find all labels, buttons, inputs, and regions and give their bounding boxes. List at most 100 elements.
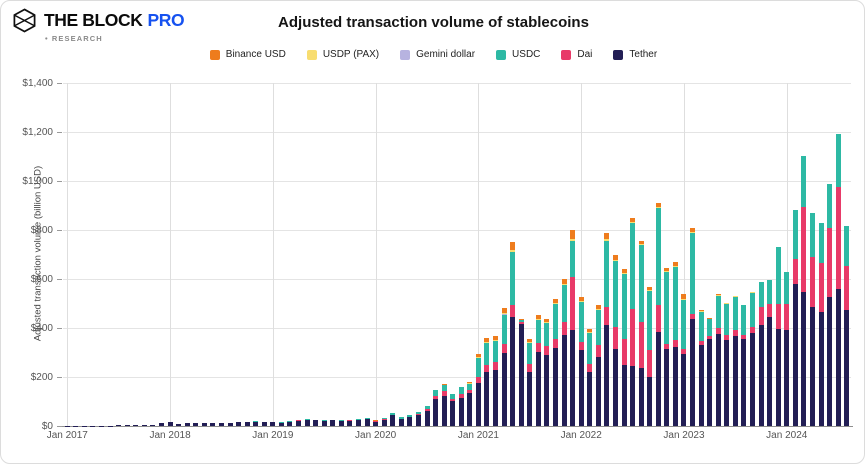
bar-Jan-2022[interactable] [578, 297, 584, 426]
bar-Jan-2020[interactable] [373, 420, 379, 426]
bar-Mar-2019[interactable] [287, 421, 293, 426]
bar-Jun-2021[interactable] [518, 319, 524, 426]
bar-Dec-2017[interactable] [159, 423, 164, 426]
legend-item-tether[interactable]: Tether [613, 49, 657, 60]
legend-item-gemini[interactable]: Gemini dollar [400, 49, 475, 60]
bar-Jun-2019[interactable] [313, 419, 319, 426]
bar-Apr-2019[interactable] [296, 420, 302, 426]
bar-Sep-2021[interactable] [544, 318, 550, 426]
bar-Jan-2023[interactable] [681, 293, 687, 426]
bar-Dec-2023[interactable] [775, 246, 781, 426]
bar-May-2020[interactable] [407, 415, 413, 426]
bar-Jul-2019[interactable] [321, 420, 327, 426]
bar-Apr-2021[interactable] [501, 307, 507, 426]
bar-Jul-2024[interactable] [835, 133, 841, 426]
legend-item-dai[interactable]: Dai [561, 49, 592, 60]
bar-Jun-2024[interactable] [827, 183, 833, 426]
bar-Sep-2023[interactable] [750, 292, 755, 426]
bar-segment-dai [664, 343, 670, 349]
bar-Sep-2019[interactable] [338, 420, 344, 426]
bar-Mar-2024[interactable] [801, 156, 807, 426]
bar-May-2024[interactable] [818, 222, 824, 426]
bar-Mar-2021[interactable] [493, 335, 499, 426]
bar-Nov-2018[interactable] [253, 421, 259, 426]
bar-Aug-2023[interactable] [741, 304, 747, 426]
bar-Mar-2023[interactable] [698, 310, 704, 426]
bar-Feb-2021[interactable] [484, 337, 490, 426]
bar-Mar-2022[interactable] [595, 304, 601, 426]
bar-Apr-2022[interactable] [604, 232, 610, 426]
bar-Aug-2022[interactable] [638, 240, 644, 426]
bar-Nov-2020[interactable] [458, 386, 464, 426]
bar-Oct-2017[interactable] [141, 425, 147, 426]
legend-item-usdc[interactable]: USDC [496, 49, 540, 60]
bar-Sep-2017[interactable] [133, 425, 139, 426]
bar-Dec-2019[interactable] [364, 418, 370, 426]
bar-Nov-2021[interactable] [561, 278, 567, 426]
bar-Jul-2022[interactable] [630, 217, 636, 426]
bar-Jun-2023[interactable] [724, 302, 730, 426]
bar-Mar-2018[interactable] [184, 423, 190, 426]
bar-May-2018[interactable] [201, 422, 207, 426]
bar-Oct-2023[interactable] [758, 282, 764, 426]
bar-Feb-2022[interactable] [587, 328, 593, 426]
bar-Dec-2021[interactable] [570, 229, 576, 426]
bar-Jan-2019[interactable] [270, 421, 276, 426]
bar-May-2021[interactable] [510, 242, 516, 426]
bar-Jul-2017[interactable] [116, 425, 122, 426]
bar-Feb-2024[interactable] [792, 209, 798, 426]
bar-May-2023[interactable] [715, 294, 721, 426]
y-tick-label: $400 [30, 322, 53, 334]
bar-Oct-2022[interactable] [655, 202, 661, 426]
bar-Aug-2024[interactable] [844, 226, 850, 426]
bar-Nov-2019[interactable] [356, 418, 361, 426]
bar-Nov-2023[interactable] [767, 280, 773, 426]
bar-Dec-2020[interactable] [467, 381, 473, 426]
bar-Dec-2022[interactable] [672, 262, 678, 426]
bar-Mar-2020[interactable] [390, 412, 396, 426]
bar-Aug-2018[interactable] [227, 422, 233, 426]
bar-Oct-2018[interactable] [244, 422, 250, 426]
bar-Feb-2018[interactable] [176, 423, 182, 426]
bar-Jun-2022[interactable] [621, 269, 627, 426]
bar-Jan-2018[interactable] [167, 421, 173, 426]
bar-Apr-2020[interactable] [398, 417, 404, 426]
x-tick-label: Jan 2022 [560, 430, 602, 441]
bar-Oct-2019[interactable] [347, 419, 353, 426]
bar-segment-usdp [698, 311, 704, 313]
bar-May-2019[interactable] [304, 419, 310, 426]
bar-Jan-2024[interactable] [784, 272, 790, 426]
bar-May-2022[interactable] [612, 255, 618, 426]
bar-Sep-2022[interactable] [647, 287, 653, 426]
bar-Apr-2023[interactable] [707, 318, 713, 426]
bar-Dec-2018[interactable] [261, 421, 267, 426]
bar-Jan-2021[interactable] [475, 354, 481, 426]
bar-Sep-2020[interactable] [441, 384, 447, 426]
bar-Apr-2024[interactable] [809, 212, 815, 426]
bar-Jul-2020[interactable] [424, 405, 430, 426]
bar-Aug-2019[interactable] [330, 419, 336, 426]
bar-segment-dai [690, 314, 696, 319]
bar-Feb-2020[interactable] [381, 418, 387, 426]
bar-Jul-2021[interactable] [527, 339, 533, 426]
bar-Nov-2022[interactable] [664, 267, 670, 426]
bar-Aug-2020[interactable] [433, 389, 439, 426]
bar-segment-usdc [630, 222, 636, 309]
bar-Oct-2020[interactable] [450, 393, 456, 426]
legend-item-busd[interactable]: Binance USD [209, 49, 286, 60]
bar-Nov-2017[interactable] [150, 424, 156, 426]
bar-Aug-2017[interactable] [124, 425, 130, 426]
bar-Feb-2023[interactable] [690, 227, 696, 426]
bar-Oct-2021[interactable] [553, 298, 558, 426]
bar-Sep-2018[interactable] [236, 422, 242, 426]
bar-Feb-2019[interactable] [278, 422, 284, 426]
the-block-pro-logo[interactable]: THE BLOCK PRO • RESEARCH [12, 8, 185, 43]
bar-Jun-2018[interactable] [210, 423, 216, 426]
legend-item-usdp[interactable]: USDP (PAX) [306, 49, 379, 60]
bar-Apr-2018[interactable] [193, 423, 199, 426]
bar-Jul-2018[interactable] [218, 423, 224, 426]
bar-Jun-2020[interactable] [415, 411, 421, 426]
bar-Jul-2023[interactable] [732, 295, 738, 426]
bar-Aug-2021[interactable] [535, 315, 541, 426]
bar-segment-tether [604, 324, 610, 426]
